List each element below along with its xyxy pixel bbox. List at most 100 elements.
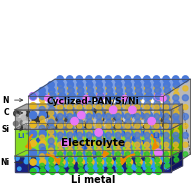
- Circle shape: [77, 155, 83, 161]
- Circle shape: [155, 144, 161, 150]
- Circle shape: [86, 142, 92, 147]
- Circle shape: [106, 88, 113, 94]
- Circle shape: [24, 114, 27, 117]
- Circle shape: [86, 114, 92, 120]
- Circle shape: [49, 163, 54, 168]
- Circle shape: [135, 110, 140, 115]
- Circle shape: [68, 92, 73, 97]
- Circle shape: [39, 144, 45, 150]
- Polygon shape: [15, 123, 182, 129]
- Circle shape: [71, 123, 73, 126]
- Circle shape: [173, 95, 179, 101]
- Circle shape: [58, 129, 63, 134]
- Circle shape: [125, 132, 131, 138]
- Circle shape: [164, 92, 169, 97]
- Circle shape: [77, 92, 83, 97]
- Circle shape: [183, 142, 188, 147]
- Circle shape: [135, 123, 140, 129]
- Circle shape: [77, 142, 82, 147]
- Circle shape: [146, 122, 152, 128]
- Circle shape: [89, 117, 92, 119]
- Circle shape: [105, 95, 111, 101]
- Circle shape: [145, 119, 150, 124]
- Circle shape: [40, 103, 46, 109]
- Circle shape: [155, 88, 161, 94]
- Circle shape: [126, 97, 131, 102]
- Circle shape: [158, 116, 161, 118]
- Circle shape: [67, 119, 73, 125]
- Circle shape: [166, 123, 168, 125]
- Circle shape: [84, 126, 86, 128]
- Circle shape: [28, 117, 31, 119]
- Circle shape: [61, 115, 64, 119]
- Circle shape: [96, 138, 102, 144]
- Circle shape: [103, 121, 105, 124]
- Circle shape: [125, 119, 131, 125]
- Polygon shape: [28, 79, 190, 96]
- Circle shape: [117, 103, 123, 109]
- Circle shape: [114, 160, 121, 167]
- Circle shape: [154, 82, 160, 88]
- Circle shape: [47, 167, 51, 171]
- Circle shape: [157, 150, 162, 155]
- Circle shape: [144, 76, 150, 82]
- Circle shape: [125, 82, 131, 88]
- Circle shape: [96, 152, 101, 156]
- Circle shape: [86, 86, 92, 91]
- Circle shape: [58, 88, 64, 94]
- Circle shape: [155, 169, 161, 174]
- Circle shape: [154, 119, 157, 122]
- Circle shape: [141, 125, 146, 129]
- Circle shape: [129, 118, 131, 120]
- Circle shape: [115, 82, 122, 88]
- Circle shape: [47, 119, 50, 121]
- Circle shape: [126, 93, 132, 99]
- Circle shape: [91, 121, 95, 125]
- Circle shape: [78, 109, 83, 114]
- Circle shape: [77, 116, 82, 121]
- Circle shape: [135, 82, 141, 88]
- Circle shape: [40, 93, 46, 99]
- Circle shape: [78, 106, 84, 112]
- Circle shape: [135, 92, 140, 97]
- Circle shape: [33, 122, 35, 124]
- Circle shape: [78, 88, 84, 94]
- Circle shape: [42, 125, 47, 130]
- Circle shape: [135, 101, 141, 107]
- Circle shape: [49, 148, 54, 153]
- Circle shape: [52, 126, 55, 129]
- Circle shape: [98, 119, 100, 121]
- Circle shape: [49, 116, 54, 121]
- Circle shape: [155, 129, 160, 134]
- Circle shape: [89, 135, 92, 137]
- Circle shape: [21, 110, 26, 115]
- Circle shape: [135, 106, 142, 112]
- Circle shape: [116, 144, 122, 150]
- Circle shape: [23, 121, 26, 124]
- Circle shape: [107, 144, 111, 147]
- Circle shape: [94, 115, 97, 118]
- Circle shape: [182, 132, 188, 138]
- FancyArrowPatch shape: [26, 135, 32, 149]
- Circle shape: [106, 82, 112, 88]
- Circle shape: [141, 141, 144, 144]
- Circle shape: [45, 159, 51, 165]
- Circle shape: [57, 119, 59, 120]
- Circle shape: [53, 119, 58, 123]
- Circle shape: [145, 148, 150, 153]
- Circle shape: [59, 169, 65, 174]
- Circle shape: [78, 130, 85, 138]
- Circle shape: [78, 140, 84, 146]
- Circle shape: [26, 126, 30, 130]
- Circle shape: [49, 125, 55, 131]
- Circle shape: [57, 114, 63, 120]
- Circle shape: [97, 88, 103, 94]
- Circle shape: [67, 86, 72, 91]
- Circle shape: [33, 111, 35, 113]
- Circle shape: [144, 124, 149, 129]
- Circle shape: [99, 112, 102, 115]
- Circle shape: [126, 148, 131, 153]
- Circle shape: [29, 149, 37, 156]
- Circle shape: [21, 127, 23, 129]
- Circle shape: [69, 163, 73, 168]
